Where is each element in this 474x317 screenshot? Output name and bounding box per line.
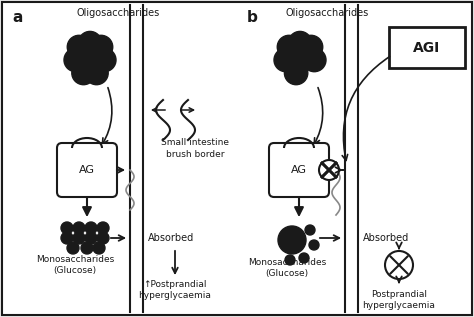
Circle shape bbox=[93, 242, 105, 254]
FancyBboxPatch shape bbox=[389, 27, 465, 68]
FancyArrowPatch shape bbox=[342, 56, 390, 160]
Circle shape bbox=[274, 48, 297, 72]
Circle shape bbox=[67, 242, 79, 254]
Circle shape bbox=[278, 226, 306, 254]
Circle shape bbox=[305, 225, 315, 235]
Circle shape bbox=[73, 222, 85, 234]
Circle shape bbox=[67, 35, 91, 59]
Circle shape bbox=[61, 222, 73, 234]
Text: AGI: AGI bbox=[413, 41, 441, 55]
Circle shape bbox=[72, 61, 95, 85]
Circle shape bbox=[288, 31, 312, 55]
Circle shape bbox=[285, 255, 295, 265]
Circle shape bbox=[97, 232, 109, 244]
Text: a: a bbox=[12, 10, 22, 25]
Circle shape bbox=[78, 48, 102, 72]
Circle shape bbox=[300, 35, 323, 59]
Circle shape bbox=[61, 232, 73, 244]
Text: ↑Postprandial
hyperglycaemia: ↑Postprandial hyperglycaemia bbox=[138, 280, 211, 300]
Circle shape bbox=[299, 253, 309, 263]
Text: Postprandial
hyperglycaemia: Postprandial hyperglycaemia bbox=[363, 290, 436, 310]
Text: Monosaccharides
(Glucose): Monosaccharides (Glucose) bbox=[248, 258, 326, 278]
Text: b: b bbox=[247, 10, 258, 25]
Text: Monosaccharides
(Glucose): Monosaccharides (Glucose) bbox=[36, 255, 114, 275]
Text: AG: AG bbox=[79, 165, 95, 175]
Circle shape bbox=[97, 222, 109, 234]
Circle shape bbox=[64, 48, 87, 72]
FancyBboxPatch shape bbox=[269, 143, 329, 197]
Circle shape bbox=[73, 232, 85, 244]
Circle shape bbox=[81, 242, 93, 254]
FancyArrowPatch shape bbox=[314, 87, 323, 144]
FancyBboxPatch shape bbox=[57, 143, 117, 197]
Circle shape bbox=[309, 240, 319, 250]
Circle shape bbox=[90, 35, 113, 59]
Circle shape bbox=[85, 222, 97, 234]
FancyArrowPatch shape bbox=[102, 87, 112, 144]
Circle shape bbox=[78, 31, 102, 55]
Circle shape bbox=[319, 160, 339, 180]
Circle shape bbox=[385, 251, 413, 279]
Text: Absorbed: Absorbed bbox=[148, 233, 194, 243]
Text: Absorbed: Absorbed bbox=[363, 233, 409, 243]
Circle shape bbox=[284, 61, 308, 85]
Circle shape bbox=[277, 35, 301, 59]
Text: AG: AG bbox=[291, 165, 307, 175]
Circle shape bbox=[85, 61, 108, 85]
Circle shape bbox=[302, 48, 326, 72]
Text: Small intestine
brush border: Small intestine brush border bbox=[161, 138, 229, 159]
Text: Oligosaccharides: Oligosaccharides bbox=[285, 8, 369, 18]
Circle shape bbox=[92, 48, 116, 72]
Text: Oligosaccharides: Oligosaccharides bbox=[76, 8, 160, 18]
Circle shape bbox=[288, 48, 312, 72]
Circle shape bbox=[85, 232, 97, 244]
